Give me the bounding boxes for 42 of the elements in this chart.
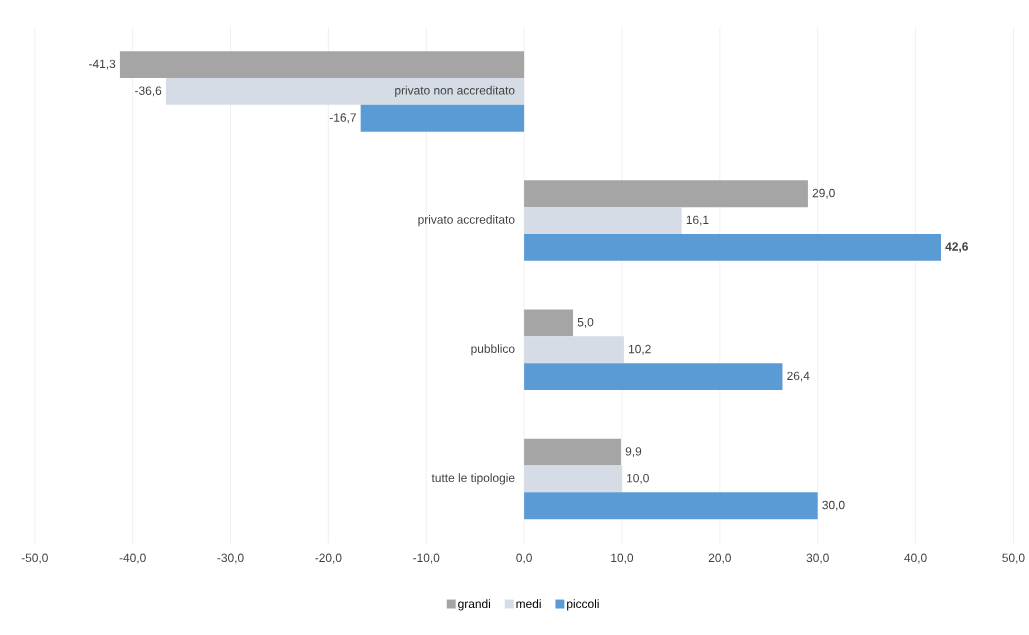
x-tick-label: 10,0 (611, 553, 634, 564)
bar (360, 104, 525, 132)
data-label: -36,6 (135, 86, 162, 97)
x-tick-label: 40,0 (904, 553, 927, 564)
x-tick-label: 0,0 (516, 553, 532, 564)
legend-label: piccoli (567, 599, 599, 611)
data-label: 9,9 (625, 447, 642, 458)
data-label: 26,4 (787, 371, 810, 382)
data-label: 29,0 (812, 188, 835, 199)
bar (524, 465, 622, 493)
y-tick-label: tutte le tipologie (431, 473, 515, 485)
x-tick-label: 20,0 (708, 553, 731, 564)
bar (524, 180, 808, 208)
bar (524, 207, 682, 235)
bar (524, 309, 574, 337)
x-tick-label: 30,0 (806, 553, 829, 564)
data-label: -16,7 (329, 113, 356, 124)
data-label: 10,2 (629, 344, 651, 355)
data-label: 42,6 (945, 242, 968, 253)
data-label: 10,0 (627, 474, 649, 484)
y-tick-label: privato non accreditato (395, 85, 515, 98)
x-tick-label: -50,0 (21, 553, 48, 564)
data-label: 5,0 (577, 318, 594, 328)
data-label: -41,3 (89, 59, 116, 70)
x-tick-label: -20,0 (315, 553, 342, 564)
legend-label: medi (516, 599, 541, 609)
data-label: 30,0 (822, 500, 845, 511)
bar (119, 51, 525, 79)
legend-label: grandi (458, 599, 490, 611)
data-label: 16,1 (686, 215, 709, 226)
bar (524, 438, 621, 466)
x-tick-label: -40,0 (119, 553, 146, 564)
x-tick-label: 50,0 (1002, 553, 1025, 564)
y-tick-label: pubblico (471, 344, 515, 356)
bar (524, 336, 624, 364)
bar (524, 234, 942, 261)
x-tick-label: -10,0 (413, 553, 440, 564)
bar (524, 363, 783, 391)
bar (524, 492, 818, 520)
x-tick-label: -30,0 (217, 553, 244, 564)
y-tick-label: privato accreditato (418, 215, 515, 227)
bar (165, 78, 525, 105)
